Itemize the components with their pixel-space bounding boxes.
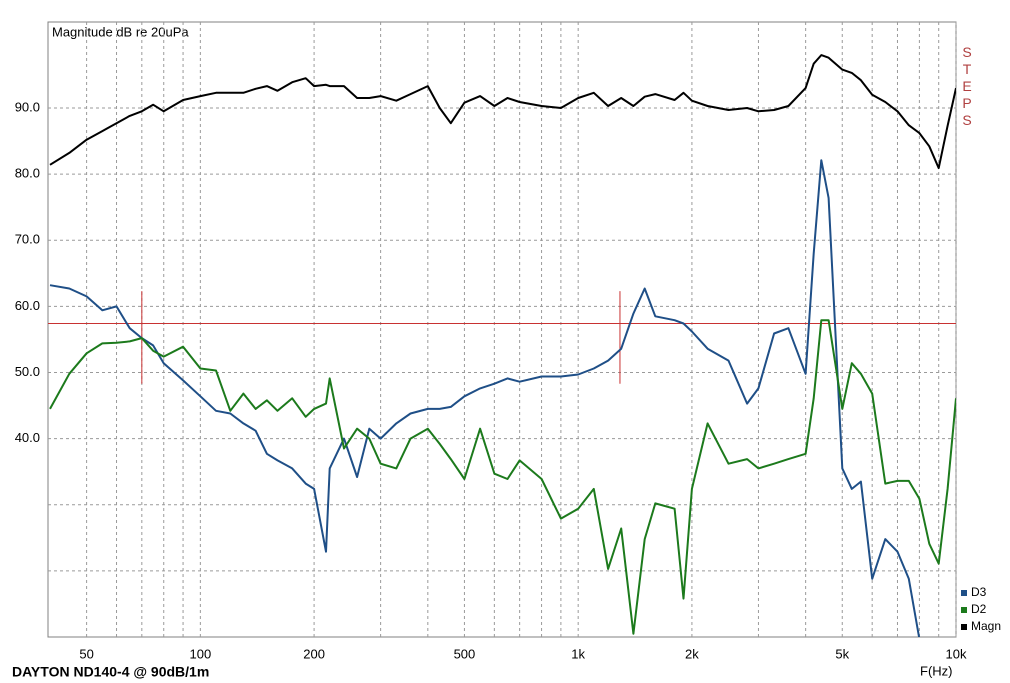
x-tick-label: 100 xyxy=(189,646,211,661)
series-line xyxy=(49,319,956,635)
legend-label: Magn xyxy=(971,619,1001,633)
series-line xyxy=(49,159,921,637)
y-tick-label: 40.0 xyxy=(15,430,40,445)
x-tick-label: 1k xyxy=(571,646,585,661)
y-tick-label: 70.0 xyxy=(15,232,40,247)
footer-label: DAYTON ND140-4 @ 90dB/1m xyxy=(12,664,209,680)
legend-swatch xyxy=(961,624,967,630)
x-tick-label: 50 xyxy=(79,646,93,661)
legend-label: D2 xyxy=(971,602,987,616)
series-group xyxy=(49,54,956,637)
x-tick-label: 5k xyxy=(835,646,849,661)
legend-swatch xyxy=(961,607,967,613)
x-tick-label: 200 xyxy=(303,646,325,661)
series-line xyxy=(49,54,956,170)
y-tick-label: 80.0 xyxy=(15,166,40,181)
legend-label: D3 xyxy=(971,585,987,599)
side-label: STEPS xyxy=(959,44,975,129)
y-tick-label: 90.0 xyxy=(15,99,40,114)
y-tick-label: 60.0 xyxy=(15,298,40,313)
x-tick-label: 500 xyxy=(454,646,476,661)
x-tick-label: 2k xyxy=(685,646,699,661)
plot-area xyxy=(47,21,957,638)
chart-title: Magnitude dB re 20uPa xyxy=(52,24,189,39)
legend-swatch xyxy=(961,590,967,596)
x-axis-label: F(Hz) xyxy=(920,663,953,678)
x-tick-label: 10k xyxy=(946,646,967,661)
y-tick-label: 50.0 xyxy=(15,364,40,379)
